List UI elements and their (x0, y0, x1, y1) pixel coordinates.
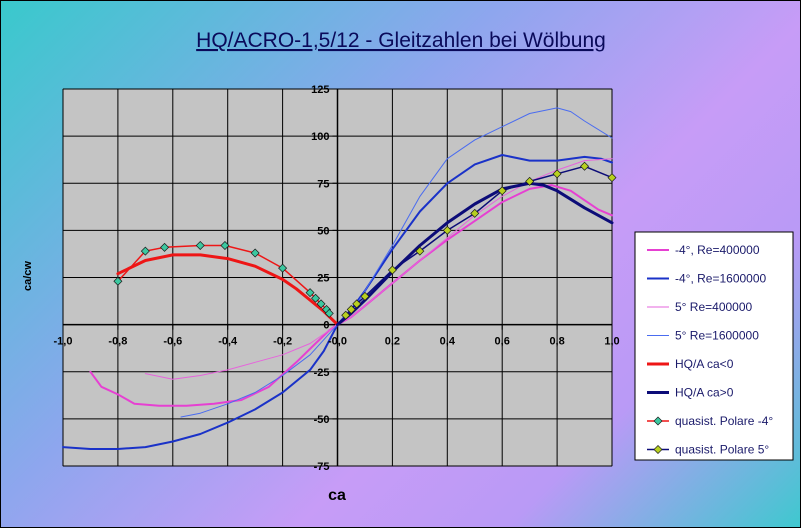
data-point-marker (341, 310, 351, 320)
series-line (116, 253, 339, 327)
x-tick-label: 0,4 (440, 336, 456, 348)
series-group (116, 253, 339, 327)
data-point-marker (278, 263, 288, 273)
data-point-marker (324, 308, 334, 318)
series-group (113, 240, 334, 318)
data-point-marker (580, 161, 590, 171)
data-point-marker (305, 288, 315, 298)
x-tick-label: 0,6 (495, 336, 510, 348)
x-tick-label: -0,2 (273, 336, 292, 348)
data-point-marker (387, 265, 397, 275)
data-point-marker (360, 291, 370, 301)
legend-entry: HQ/A ca<0 (647, 357, 734, 371)
x-tick-label: -0,4 (218, 336, 238, 348)
data-point-marker (497, 186, 507, 196)
y-tick-label: 50 (317, 225, 329, 237)
x-tick-label: -0,6 (163, 336, 182, 348)
data-point-marker (140, 246, 150, 256)
data-point-marker (653, 445, 663, 454)
x-tick-label: -1,0 (54, 336, 73, 348)
series-layer (62, 107, 617, 450)
data-point-marker (346, 305, 356, 315)
y-tick-label: 25 (317, 273, 329, 285)
x-tick-label: 0,8 (549, 336, 564, 348)
legend-label: quasist. Polare -4° (675, 414, 773, 428)
y-tick-label: 0 (323, 320, 329, 332)
y-tick-label: -25 (314, 367, 330, 379)
data-point-marker (552, 169, 562, 179)
y-tick-label: -75 (314, 461, 330, 473)
y-tick-label: -50 (314, 414, 330, 426)
legend-label: HQ/A ca>0 (675, 386, 734, 400)
legend-entry: -4°, Re=400000 (647, 243, 760, 257)
legend: -4°, Re=400000 -4°, Re=1600000 5° Re=40000… (634, 231, 794, 461)
legend-label: 5° Re=1600000 (675, 329, 759, 343)
legend-entry: HQ/A ca>0 (647, 386, 734, 400)
y-tick-label: 75 (317, 178, 329, 190)
data-point-marker (316, 299, 326, 309)
data-point-marker (352, 299, 362, 309)
series-group (341, 161, 617, 320)
data-point-marker (113, 276, 123, 286)
x-tick-label: 0,2 (385, 336, 400, 348)
y-axis-label: ca/cw (22, 261, 34, 291)
y-tick-label: 100 (311, 131, 329, 143)
legend-label: quasist. Polare 5° (675, 443, 769, 457)
legend-entry: 5° Re=400000 (647, 300, 753, 314)
series-group (180, 107, 613, 418)
data-point-marker (160, 242, 170, 252)
chart-title: HQ/ACRO-1,5/12 - Gleitzahlen bei Wölbung (196, 29, 606, 52)
legend-entry: 5° Re=1600000 (647, 329, 759, 343)
data-point-marker (525, 176, 535, 186)
data-point-marker (442, 225, 452, 235)
data-point-marker (607, 173, 617, 183)
y-tick-label: 125 (311, 84, 329, 96)
data-point-marker (250, 248, 260, 258)
legend-items: -4°, Re=400000 -4°, Re=1600000 5° Re=40000… (647, 243, 773, 457)
x-tick-label: -0,8 (108, 336, 127, 348)
data-point-marker (220, 240, 230, 250)
legend-entry: quasist. Polare -4° (647, 414, 773, 428)
data-point-marker (311, 293, 321, 303)
series-line (180, 107, 613, 418)
legend-label: -4°, Re=1600000 (675, 272, 767, 286)
x-tick-label: 1,0 (604, 336, 619, 348)
legend-label: 5° Re=400000 (675, 300, 753, 314)
data-point-marker (653, 416, 663, 426)
x-axis-label: ca (328, 487, 346, 504)
ticks-layer: -1,0 -0,8 -0,6 -0,4 -0,2 -0,0 0,2 0,4 0,6 0,8 1,0 -… (54, 84, 620, 473)
x-tick-label: -0,0 (328, 336, 347, 348)
data-point-marker (470, 208, 480, 218)
data-point-marker (415, 246, 425, 256)
legend-label: HQ/A ca<0 (675, 357, 734, 371)
legend-entry: quasist. Polare 5° (647, 443, 769, 457)
data-point-marker (195, 240, 205, 250)
legend-label: -4°, Re=400000 (675, 243, 760, 257)
legend-entry: -4°, Re=1600000 (647, 272, 767, 286)
